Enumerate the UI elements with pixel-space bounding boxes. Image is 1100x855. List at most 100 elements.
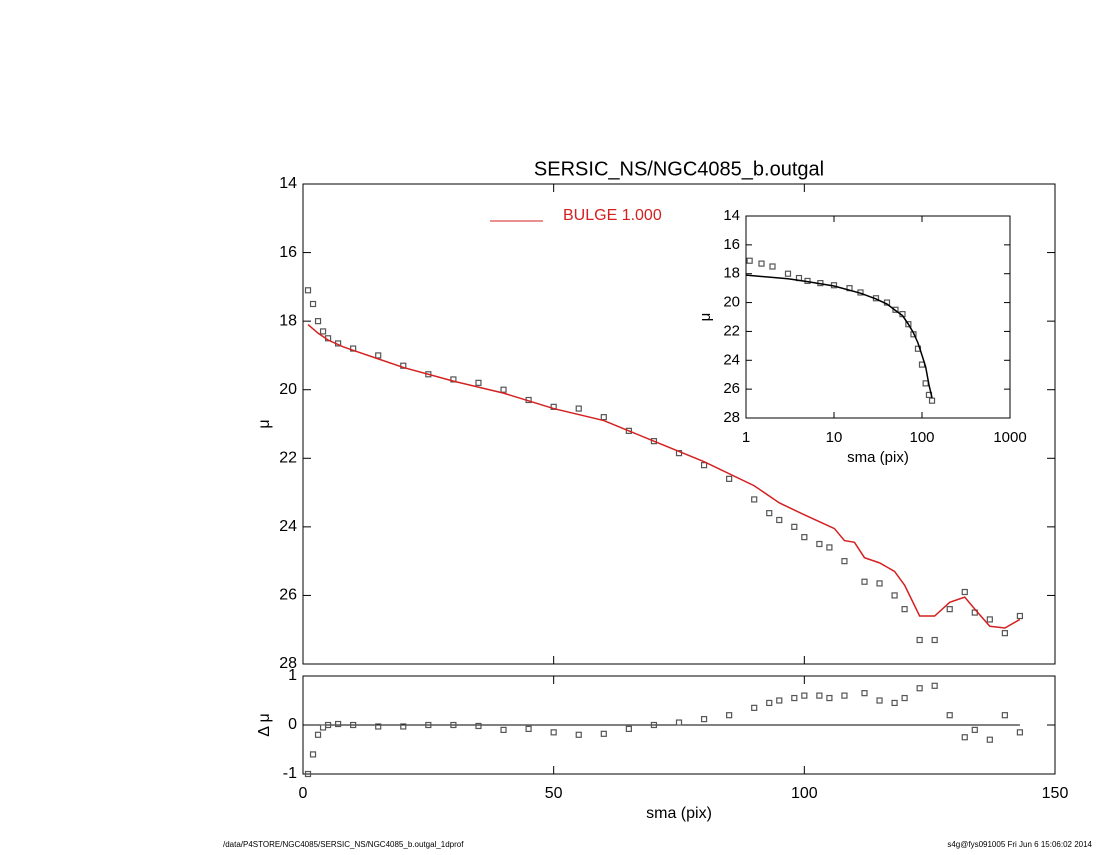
y-tick-label: 14 bbox=[723, 207, 740, 224]
plot-area bbox=[304, 287, 1024, 644]
data-point bbox=[1016, 729, 1024, 736]
data-point bbox=[876, 580, 883, 587]
data-point bbox=[575, 405, 582, 412]
data-point bbox=[766, 699, 773, 707]
data-point bbox=[475, 722, 482, 730]
y-tick-label: -1 bbox=[283, 765, 297, 782]
data-point bbox=[816, 540, 823, 548]
y-axis-label: Δ μ bbox=[256, 713, 273, 736]
data-point bbox=[891, 699, 898, 707]
data-point bbox=[319, 328, 327, 335]
y-tick-label: 20 bbox=[723, 294, 740, 311]
data-point bbox=[916, 685, 923, 692]
data-point bbox=[946, 712, 953, 719]
data-point bbox=[791, 523, 798, 530]
data-point bbox=[550, 729, 557, 736]
data-point bbox=[726, 475, 733, 482]
data-point bbox=[922, 380, 929, 387]
data-point bbox=[650, 721, 658, 729]
data-point bbox=[826, 544, 833, 551]
y-tick-label: 16 bbox=[723, 236, 740, 253]
data-point bbox=[766, 510, 773, 517]
plot-frame bbox=[302, 183, 1056, 665]
panel: 14 16 18 20 22 24 26 28 μ BULGE 1.000 bbox=[256, 175, 1056, 672]
x-tick-label: 100 bbox=[909, 429, 934, 446]
data-point bbox=[816, 692, 823, 699]
y-tick-label: 1 bbox=[288, 667, 297, 684]
model-line bbox=[307, 324, 1021, 629]
data-point bbox=[801, 534, 808, 541]
data-point bbox=[946, 606, 953, 613]
x-tick-label: 150 bbox=[1042, 785, 1069, 802]
data-point bbox=[826, 694, 833, 702]
plot-area bbox=[303, 682, 1024, 778]
data-point bbox=[575, 731, 582, 738]
data-point bbox=[986, 616, 993, 623]
data-point bbox=[350, 721, 357, 729]
data-point bbox=[986, 736, 993, 743]
data-point bbox=[776, 516, 783, 524]
data-point bbox=[758, 260, 765, 267]
data-point bbox=[784, 270, 792, 277]
model-line bbox=[746, 274, 933, 398]
data-point bbox=[751, 704, 758, 711]
data-point bbox=[309, 751, 317, 758]
data-point bbox=[475, 379, 482, 386]
x-tick-label: 50 bbox=[545, 785, 563, 802]
data-point bbox=[600, 414, 607, 421]
x-tick-label: 0 bbox=[299, 785, 308, 802]
y-tick-label: 28 bbox=[279, 655, 297, 672]
data-point bbox=[916, 636, 923, 644]
data-point bbox=[769, 263, 776, 270]
data-point bbox=[304, 770, 312, 778]
y-tick-label: 28 bbox=[723, 409, 740, 426]
x-tick-label: 10 bbox=[826, 429, 843, 446]
data-point bbox=[650, 438, 658, 445]
data-point bbox=[600, 730, 607, 737]
footer-left: /data/P4STORE/NGC4085/SERSIC_NS/NGC4085_… bbox=[223, 840, 464, 849]
data-point bbox=[1001, 712, 1008, 719]
data-point bbox=[375, 352, 382, 359]
data-point bbox=[726, 712, 733, 719]
data-point bbox=[931, 636, 938, 644]
data-point bbox=[791, 694, 798, 702]
data-point bbox=[500, 726, 507, 734]
data-point bbox=[971, 726, 978, 734]
y-tick-label: 24 bbox=[723, 351, 740, 368]
data-point bbox=[861, 690, 868, 697]
data-point bbox=[500, 386, 507, 393]
chart-title: SERSIC_NS/NGC4085_b.outgal bbox=[534, 158, 824, 180]
data-point bbox=[905, 321, 912, 328]
data-point bbox=[901, 606, 908, 613]
data-point bbox=[928, 397, 936, 404]
x-axis-label: sma (pix) bbox=[847, 449, 909, 466]
data-point bbox=[961, 734, 968, 741]
data-point bbox=[334, 720, 342, 728]
data-point bbox=[751, 496, 758, 503]
x-tick-label: 1 bbox=[742, 429, 750, 446]
data-point bbox=[901, 694, 908, 702]
y-tick-label: 22 bbox=[279, 450, 297, 467]
data-point bbox=[776, 697, 783, 704]
y-tick-label: 14 bbox=[279, 175, 297, 192]
plot-area bbox=[746, 257, 936, 404]
x-tick-label: 1000 bbox=[993, 429, 1026, 446]
y-tick-label: 26 bbox=[279, 587, 297, 604]
y-tick-label: 18 bbox=[723, 265, 740, 282]
data-point bbox=[314, 318, 322, 325]
y-axis-label: μ bbox=[697, 313, 714, 322]
data-point bbox=[314, 731, 322, 738]
data-point bbox=[550, 403, 557, 410]
footer-right: s4g@fys091005 Fri Jun 6 15:06:02 2014 bbox=[947, 840, 1092, 849]
data-point bbox=[1001, 630, 1008, 637]
data-point bbox=[324, 721, 332, 729]
legend-label: BULGE 1.000 bbox=[563, 207, 662, 224]
data-point bbox=[746, 257, 753, 264]
data-point bbox=[375, 723, 382, 730]
y-tick-label: 18 bbox=[279, 312, 297, 329]
data-point bbox=[625, 725, 632, 733]
data-point bbox=[400, 362, 407, 369]
y-tick-label: 22 bbox=[723, 322, 740, 339]
